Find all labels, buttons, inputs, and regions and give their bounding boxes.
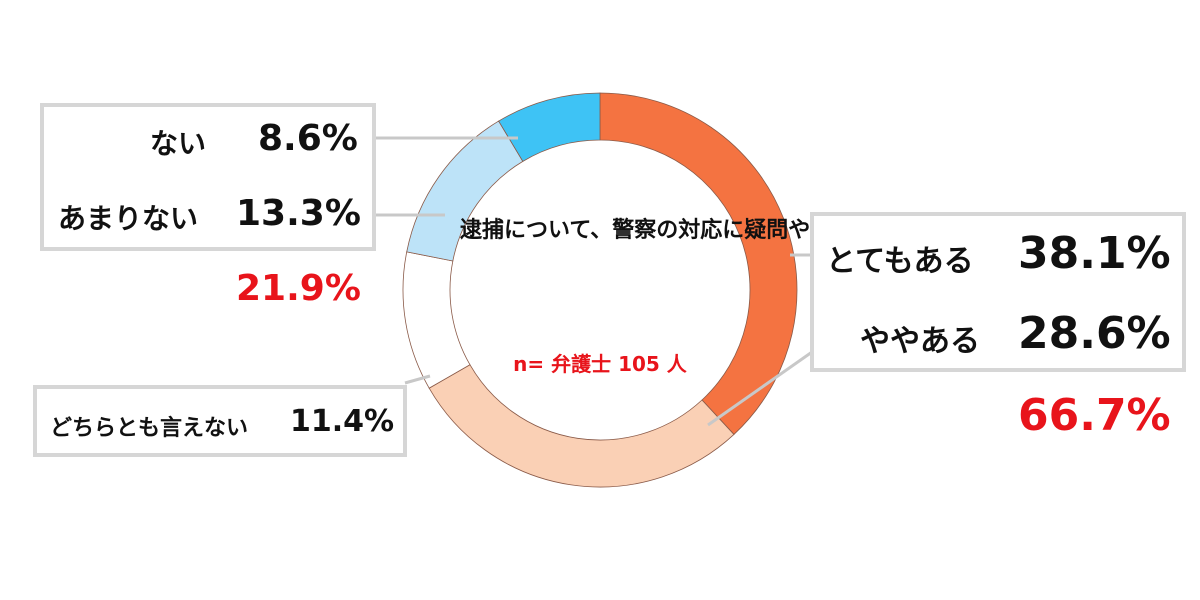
donut-slice-1: [428, 364, 735, 488]
legend-box-negative: [40, 103, 376, 251]
center-title: 逮捕について、警察の対応に疑問や不満はあるか？: [460, 218, 965, 243]
label-yaya: ややある: [860, 324, 980, 359]
value-totemo: 38.1%: [1018, 228, 1171, 279]
value-yaya: 28.6%: [1018, 308, 1171, 359]
value-dochira: 11.4%: [290, 404, 395, 439]
donut-slice-0: [599, 92, 798, 436]
donut-slice-4: [498, 92, 601, 162]
leader-line-dochira: [404, 374, 431, 385]
label-amarinai: あまりない: [58, 202, 199, 235]
value-amarinai: 13.3%: [236, 193, 361, 234]
legend-box-neutral: [33, 385, 407, 457]
legend-box-positive: [810, 212, 1186, 372]
label-totemo: とてもある: [826, 244, 974, 279]
center-subtitle: n= 弁護士 105 人: [513, 352, 687, 376]
total-positive: 66.7%: [1018, 390, 1171, 441]
total-negative: 21.9%: [236, 268, 361, 309]
value-nai: 8.6%: [258, 118, 358, 159]
label-dochira: どちらとも言えない: [50, 416, 249, 441]
leader-lines: [370, 136, 823, 427]
label-nai: ない: [150, 127, 207, 160]
leader-line-yaya: [707, 343, 823, 427]
